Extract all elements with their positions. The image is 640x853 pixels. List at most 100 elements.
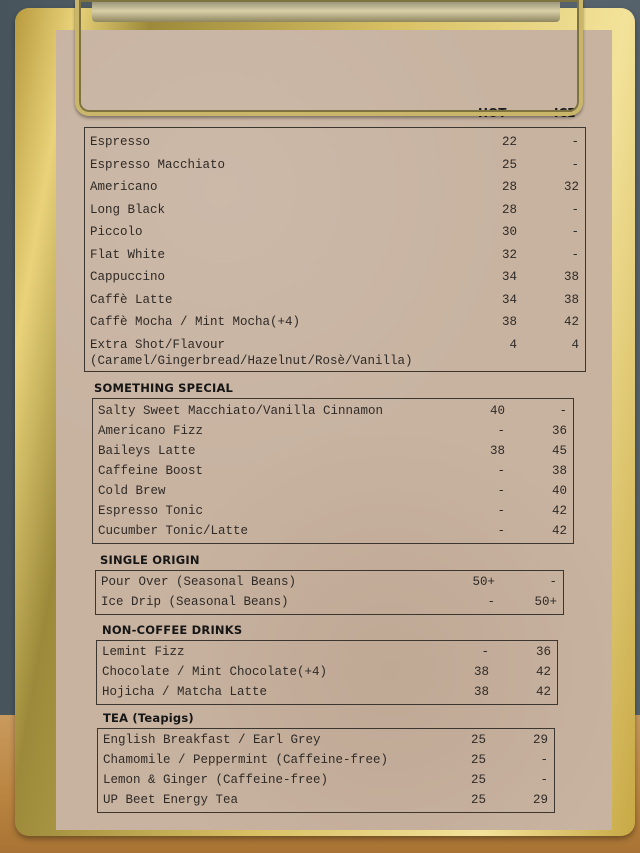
item-name: English Breakfast / Earl Grey: [103, 732, 426, 748]
item-name-text: Americano: [90, 180, 158, 194]
menu-item: Hojicha / Matcha Latte 38 42: [97, 684, 557, 704]
hot-price: 22: [501, 135, 517, 149]
item-name-text: Flat White: [90, 247, 166, 262]
item-name-text: Long Black: [90, 202, 166, 217]
item-name: Salty Sweet Macchiato/Vanilla Cinnamon: [98, 403, 445, 419]
hot-price: 38: [501, 315, 517, 329]
menu-item: Lemint Fizz - 36: [97, 644, 557, 664]
hot-price: 38: [489, 444, 505, 458]
hot-price: -: [497, 484, 505, 498]
menu-item: English Breakfast / Earl Grey 25 29: [98, 732, 554, 752]
hot-price: 50+: [472, 575, 495, 589]
menu-item: UP Beet Energy Tea 25 29: [98, 792, 554, 812]
item-name: Flat White: [90, 247, 457, 263]
menu-item: Baileys Latte 38 45: [93, 443, 573, 463]
item-name-text: Espresso Macchiato: [90, 157, 226, 172]
hot-price: 34: [501, 270, 517, 284]
item-name: Baileys Latte: [98, 443, 445, 459]
menu-item: Caffè Latte 34 38: [85, 292, 585, 315]
item-name: Chocolate / Mint Chocolate(+4): [102, 664, 429, 680]
hot-price: -: [497, 424, 505, 438]
ice-price: 38: [563, 270, 579, 284]
item-name-text: Extra Shot/Flavour: [90, 337, 226, 352]
item-name-text: Cold Brew: [98, 484, 166, 498]
ice-price: -: [571, 225, 579, 239]
item-name: Americano: [90, 179, 457, 195]
ice-price: 42: [535, 665, 551, 679]
item-name-text: Ice Drip (Seasonal Beans): [101, 595, 289, 609]
ice-price: 29: [532, 793, 548, 807]
item-name-text: Baileys Latte: [98, 444, 196, 458]
item-name-text: Chocolate / Mint Chocolate(+4): [102, 665, 328, 679]
item-name-text: Caffè Mocha / Mint Mocha(+4): [90, 315, 301, 329]
section-title: SOMETHING SPECIAL: [94, 381, 234, 395]
section-title: NON-COFFEE DRINKS: [102, 623, 243, 637]
item-name-text: Espresso: [90, 135, 151, 149]
menu-item: Piccolo 30 -: [85, 224, 585, 247]
menu-item: Americano 28 32: [85, 179, 585, 202]
ice-price: 38: [563, 292, 579, 307]
ice-price: -: [571, 157, 579, 172]
section-box: Salty Sweet Macchiato/Vanilla Cinnamon 40…: [92, 398, 574, 544]
item-name-text: Piccolo: [90, 225, 143, 239]
menu-item: Caffè Mocha / Mint Mocha(+4) 38 42: [85, 314, 585, 337]
section-box: Pour Over (Seasonal Beans) 50+ - Ice Drip (…: [95, 570, 564, 615]
item-name: Cappuccino: [90, 269, 457, 285]
menu-item: Chamomile / Peppermint (Caffeine-free) 25…: [98, 752, 554, 772]
hot-price: 38: [473, 665, 489, 679]
item-name-text: Espresso Tonic: [98, 504, 204, 518]
ice-price: 50+: [534, 595, 557, 609]
hot-price: 30: [501, 225, 517, 239]
item-subtext: (Caramel/Gingerbread/Hazelnut/Rosè/Vanil…: [90, 353, 413, 368]
item-name-text: Caffè Latte: [90, 292, 173, 307]
menu-item: Cucumber Tonic/Latte - 42: [93, 523, 573, 543]
ice-price: 42: [551, 504, 567, 518]
item-name: Lemint Fizz: [102, 644, 429, 660]
item-name-text: Pour Over (Seasonal Beans): [101, 575, 297, 589]
hot-price: 4: [509, 337, 517, 352]
menu-item: Salty Sweet Macchiato/Vanilla Cinnamon 40…: [93, 403, 573, 423]
hot-price: -: [497, 504, 505, 518]
menu-item: Espresso 22 -: [85, 134, 585, 157]
ice-price: 36: [535, 645, 551, 659]
ice-price: -: [559, 404, 567, 418]
menu-item: Lemon & Ginger (Caffeine-free) 25 -: [98, 772, 554, 792]
hot-price: 25: [470, 753, 486, 767]
hot-price: 28: [501, 180, 517, 194]
item-name-text: Caffeine Boost: [98, 464, 204, 478]
ice-price: -: [571, 247, 579, 262]
ice-price: 42: [535, 685, 551, 699]
clip-bar: [92, 0, 560, 22]
hot-price: 25: [501, 157, 517, 172]
ice-price: -: [540, 773, 548, 787]
hot-price: 25: [470, 733, 486, 747]
ice-price: 38: [551, 464, 567, 478]
section-box: Espresso 22 - Espresso Macchiato 25 - American…: [84, 127, 586, 372]
item-name-text: Salty Sweet Macchiato/Vanilla Cinnamon: [98, 404, 384, 418]
item-name: Americano Fizz: [98, 423, 445, 439]
item-name-text: Lemint Fizz: [102, 645, 185, 659]
ice-price: -: [549, 575, 557, 589]
menu-sheet: [56, 30, 612, 830]
section-title: TEA (Teapigs): [103, 711, 194, 725]
hot-price: 25: [470, 793, 486, 807]
hot-price: 28: [501, 202, 517, 217]
hot-price: -: [497, 524, 505, 538]
item-name: Pour Over (Seasonal Beans): [101, 574, 435, 590]
ice-price: 42: [563, 315, 579, 329]
hot-price: 34: [501, 292, 517, 307]
menu-item: Long Black 28 -: [85, 202, 585, 225]
menu-item: Ice Drip (Seasonal Beans) - 50+: [96, 594, 563, 614]
hot-price: -: [497, 464, 505, 478]
item-name: Ice Drip (Seasonal Beans): [101, 594, 435, 610]
hot-price: -: [481, 645, 489, 659]
item-name-text: Cucumber Tonic/Latte: [98, 524, 249, 538]
menu-item: Espresso Macchiato 25 -: [85, 157, 585, 180]
ice-price: 45: [551, 444, 567, 458]
hot-price: -: [487, 595, 495, 609]
clipboard-clip: [75, 0, 583, 116]
section-box: Lemint Fizz - 36 Chocolate / Mint Chocolate…: [96, 640, 558, 705]
item-name-text: UP Beet Energy Tea: [103, 793, 239, 807]
menu-item: Flat White 32 -: [85, 247, 585, 270]
ice-price: -: [540, 753, 548, 767]
